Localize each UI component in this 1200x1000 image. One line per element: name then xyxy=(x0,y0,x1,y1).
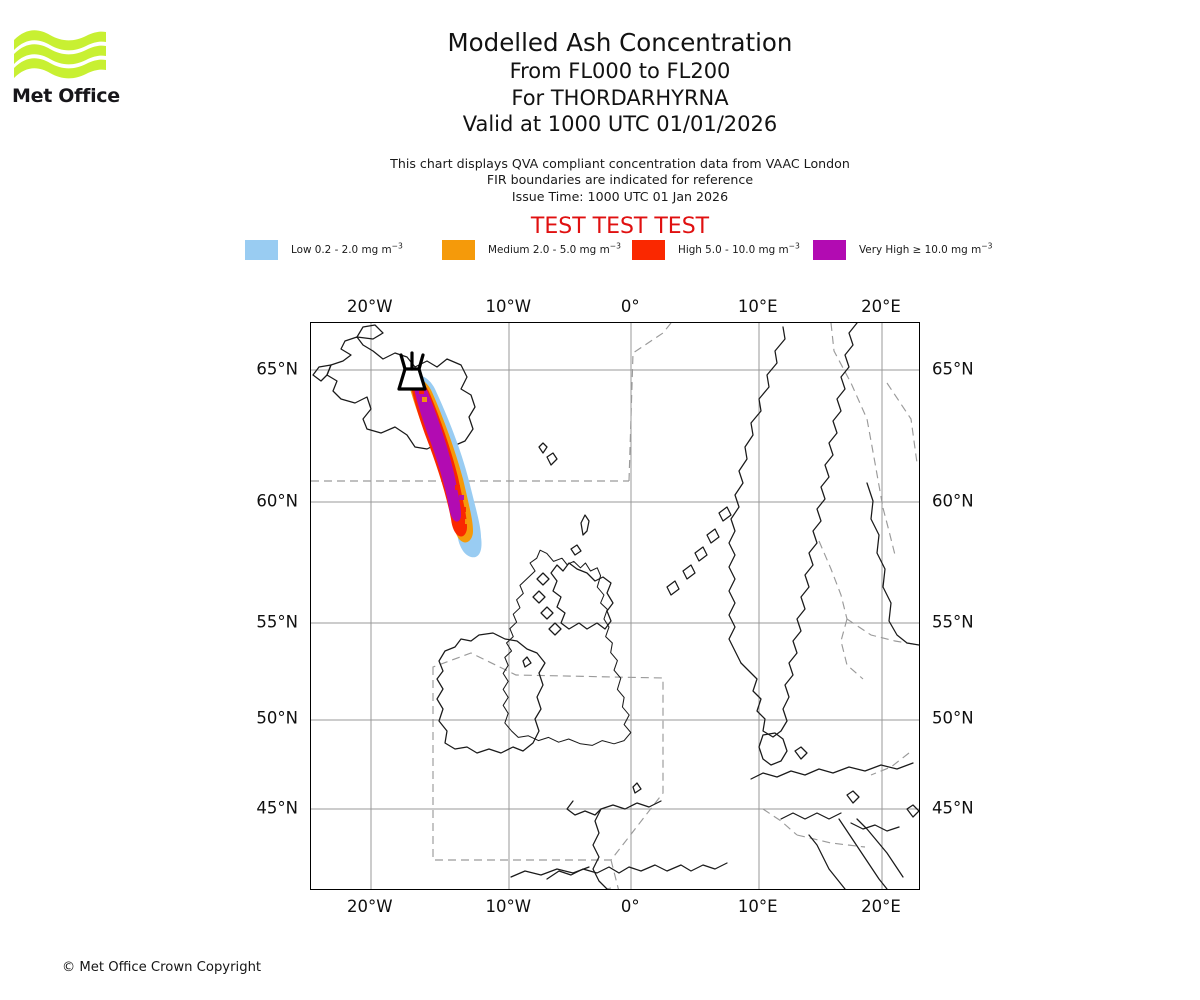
met-office-wordmark: Met Office xyxy=(12,85,120,107)
y-tick-left-50n: 50°N xyxy=(256,708,298,728)
copyright-notice: © Met Office Crown Copyright xyxy=(62,960,262,975)
valid-time: Valid at 1000 UTC 01/01/2026 xyxy=(462,112,778,136)
note-qva-compliance: This chart displays QVA compliant concen… xyxy=(390,156,850,171)
y-tick-left-45n: 45°N xyxy=(256,798,298,818)
map-container[interactable]: 20°W 10°W 0° 10°E 20°E 20°W 10°W 0° 10°E… xyxy=(256,297,973,916)
plume-band-very-high xyxy=(414,382,461,522)
issue-time: Issue Time: 1000 UTC 01 Jan 2026 xyxy=(511,188,729,204)
y-tick-left-55n: 55°N xyxy=(256,612,298,632)
legend-item-low: Low 0.2 - 2.0 mg m−3 xyxy=(245,239,403,261)
y-tick-right-65n: 65°N xyxy=(932,359,974,379)
legend-item-high: High 5.0 - 10.0 mg m−3 xyxy=(632,239,800,261)
concentration-legend: Low 0.2 - 2.0 mg m−3 Medium 2.0 - 5.0 mg… xyxy=(245,239,992,261)
note-fir-boundaries: FIR boundaries are indicated for referen… xyxy=(486,172,754,188)
x-tick-bottom-10e: 10°E xyxy=(737,897,778,916)
x-tick-bottom-20w: 20°W xyxy=(346,897,393,916)
chart-title-block: Modelled Ash Concentration From FL000 to… xyxy=(220,28,1020,138)
legend-swatch-high xyxy=(632,240,665,260)
met-office-waves-icon xyxy=(14,30,106,79)
met-office-logo: Met Office xyxy=(12,26,124,118)
x-tick-top-0: 0° xyxy=(620,297,640,316)
coastlines xyxy=(312,323,919,889)
legend-swatch-low xyxy=(245,240,278,260)
y-tick-right-45n: 45°N xyxy=(932,798,974,818)
legend-label-medium: Medium 2.0 - 5.0 mg m−3 xyxy=(488,241,621,256)
plume-pixel-detail xyxy=(419,389,472,534)
map-canvas xyxy=(311,323,919,889)
x-tick-top-10e: 10°E xyxy=(737,297,778,316)
fir-boundaries xyxy=(311,323,919,889)
x-tick-bottom-20e: 20°E xyxy=(861,897,901,916)
volcano-name: For THORDARHYRNA xyxy=(511,85,729,110)
x-tick-top-20e: 20°E xyxy=(861,297,901,316)
legend-label-low: Low 0.2 - 2.0 mg m−3 xyxy=(291,241,403,256)
legend-swatch-very-high xyxy=(813,240,846,260)
legend-item-very-high: Very High ≥ 10.0 mg m−3 xyxy=(813,239,992,261)
map-gridlines xyxy=(311,323,919,889)
x-tick-top-10w: 10°W xyxy=(485,297,532,316)
map-frame xyxy=(310,322,920,890)
page-title: Modelled Ash Concentration xyxy=(447,28,793,57)
y-tick-right-55n: 55°N xyxy=(932,612,974,632)
legend-label-very-high: Very High ≥ 10.0 mg m−3 xyxy=(859,241,993,256)
legend-swatch-medium xyxy=(442,240,475,260)
x-tick-bottom-0: 0° xyxy=(620,897,640,916)
y-tick-left-60n: 60°N xyxy=(256,491,298,511)
y-tick-right-60n: 60°N xyxy=(932,491,974,511)
x-tick-top-20w: 20°W xyxy=(346,297,393,316)
ash-plume xyxy=(407,374,482,558)
volcano-icon[interactable] xyxy=(397,351,427,391)
y-tick-left-65n: 65°N xyxy=(256,359,298,379)
y-tick-right-50n: 50°N xyxy=(932,708,974,728)
test-banner: TEST TEST TEST xyxy=(530,214,710,239)
x-tick-bottom-10w: 10°W xyxy=(485,897,532,916)
legend-item-medium: Medium 2.0 - 5.0 mg m−3 xyxy=(442,239,621,261)
chart-notes-block: This chart displays QVA compliant concen… xyxy=(220,156,1020,205)
legend-label-high: High 5.0 - 10.0 mg m−3 xyxy=(678,241,800,256)
flight-level-range: From FL000 to FL200 xyxy=(509,59,731,83)
